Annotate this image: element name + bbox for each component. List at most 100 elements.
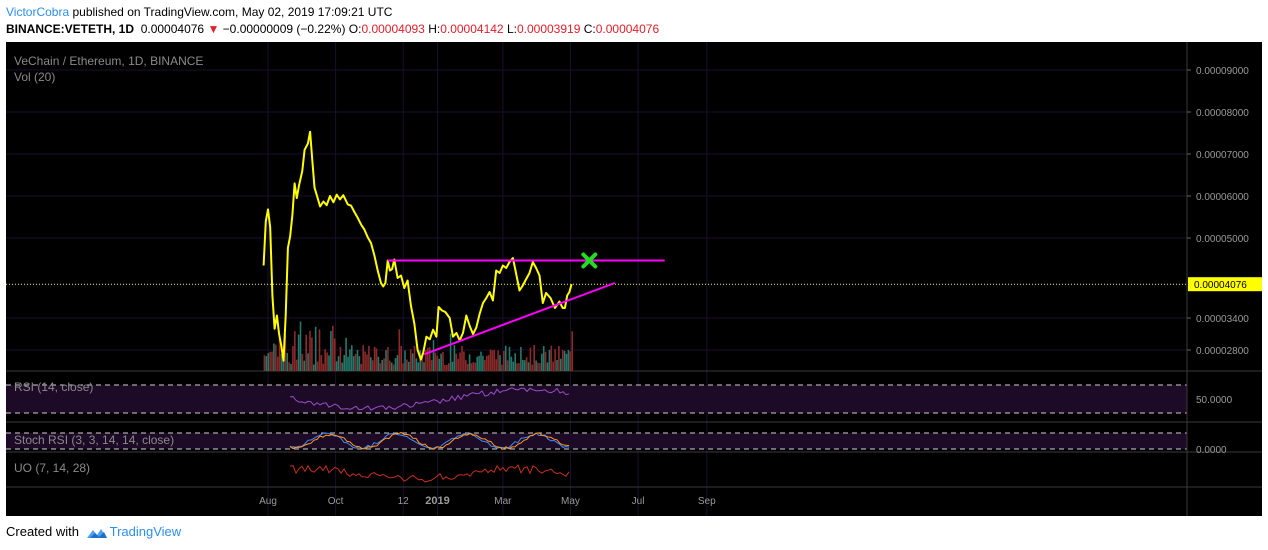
price-tick-label: 0.00006000	[1196, 192, 1249, 203]
stoch-band	[6, 433, 1187, 449]
low-value: 0.00003919	[516, 22, 581, 36]
volume-bar	[379, 363, 382, 371]
chart-svg[interactable]: 0.00009000 0.00008000 0.00007000 0.00006000…	[6, 42, 1262, 516]
volume-bar	[425, 349, 427, 371]
last-price-tag	[1188, 277, 1262, 292]
volume-bar	[413, 345, 416, 371]
author-link[interactable]: VictorCobra	[6, 5, 70, 19]
rsi-band	[6, 385, 1187, 413]
volume-bar	[371, 360, 374, 371]
volume-bar	[423, 362, 425, 371]
volume-bar	[295, 359, 298, 371]
volume-bar	[305, 334, 307, 371]
volume-bar	[330, 331, 332, 371]
volume-bar	[552, 361, 554, 371]
volume-bar	[373, 346, 376, 371]
volume-bar	[263, 355, 266, 371]
volume-bar	[303, 360, 306, 371]
volume-bar	[333, 338, 336, 371]
volume-bar	[294, 331, 296, 371]
volume-bar	[461, 346, 463, 371]
volume-bar	[354, 353, 357, 371]
volume-bar	[432, 340, 435, 371]
symbol-name: BINANCE:VETETH, 1D	[6, 22, 135, 36]
time-tick-label: 12	[398, 496, 410, 507]
stoch-label: Stoch RSI (3, 3, 14, 14, close)	[14, 433, 174, 447]
volume-bar	[512, 361, 515, 371]
time-tick-label: 2019	[425, 495, 449, 507]
volume-bar	[360, 364, 363, 371]
volume-bar	[434, 352, 437, 371]
volume-bar	[313, 364, 315, 371]
volume-bar	[533, 345, 535, 371]
volume-bar	[316, 361, 319, 371]
volume-bar	[482, 355, 484, 371]
publication-line: VictorCobra published on TradingView.com…	[6, 5, 392, 19]
volume-bar	[550, 345, 553, 371]
volume-bar	[402, 363, 404, 371]
volume-bar	[487, 355, 490, 371]
volume-bar	[438, 358, 440, 371]
volume-bar	[271, 351, 273, 371]
volume-bar	[339, 346, 342, 371]
volume-bar	[428, 347, 431, 371]
volume-bar	[546, 362, 549, 371]
open-value: 0.00004093	[361, 22, 425, 36]
price-change: −0.00000009 (−0.22%)	[222, 22, 346, 36]
volume-bar	[343, 355, 345, 371]
volume-bar	[368, 345, 370, 371]
volume-bar	[567, 350, 570, 371]
volume-bar	[455, 353, 458, 371]
volume-bar	[387, 347, 389, 371]
volume-bar	[466, 363, 469, 371]
volume-bar	[278, 336, 281, 371]
down-triangle-icon: ▼	[207, 22, 220, 36]
volume-bar	[541, 353, 543, 371]
volume-bar	[341, 362, 344, 371]
stoch-axis-label: 0.0000	[1196, 445, 1227, 456]
volume-bar	[349, 349, 351, 371]
volume-bar	[491, 350, 494, 371]
volume-bar	[457, 358, 459, 371]
volume-bar	[542, 346, 545, 371]
volume-bars	[263, 321, 573, 371]
time-tick-label: Jul	[632, 496, 645, 507]
volume-bar	[280, 354, 283, 371]
volume-bar	[527, 362, 530, 371]
volume-bar	[297, 334, 300, 371]
price-tick-label: 0.00009000	[1196, 66, 1249, 77]
pane-title: VeChain / Ethereum, 1D, BINANCE	[14, 54, 203, 68]
volume-bar	[470, 363, 473, 371]
high-label: H:	[428, 22, 441, 36]
volume-bar	[286, 352, 288, 371]
volume-bar	[442, 351, 444, 371]
volume-bar	[292, 345, 294, 371]
rsi-label: RSI (14, close)	[14, 380, 93, 394]
volume-bar	[398, 329, 401, 371]
last-price: 0.00004076	[140, 22, 205, 36]
volume-bar	[484, 359, 486, 371]
volume-bar	[516, 363, 518, 371]
volume-bar	[478, 355, 480, 371]
volume-bar	[554, 349, 556, 371]
price-axis: 0.00009000 0.00008000 0.00007000 0.00006000…	[1187, 66, 1249, 357]
volume-bar	[529, 347, 532, 371]
volume-bar	[565, 353, 568, 371]
volume-bar	[499, 355, 501, 371]
volume-bar	[392, 364, 395, 371]
volume-bar	[335, 361, 338, 371]
volume-bar	[318, 329, 321, 371]
volume-bar	[427, 347, 429, 371]
tradingview-brand-link[interactable]: TradingView	[109, 524, 182, 539]
volume-bar	[275, 344, 277, 371]
volume-bar	[571, 331, 573, 371]
volume-bar	[326, 352, 328, 371]
volume-bar	[290, 364, 292, 371]
volume-bar	[377, 356, 380, 371]
volume-bar	[489, 349, 492, 371]
volume-bar	[322, 363, 325, 371]
volume-bar	[440, 353, 442, 371]
volume-bar	[288, 362, 290, 371]
open-label: O:	[348, 22, 362, 36]
volume-bar	[299, 321, 302, 371]
